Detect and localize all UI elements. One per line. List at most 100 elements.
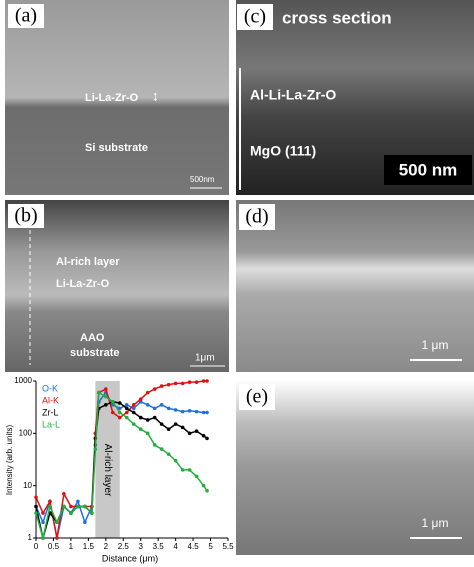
scale-label: 1 μm — [422, 516, 449, 530]
point — [159, 422, 164, 426]
y-tick-label: 1 — [28, 533, 33, 542]
point — [48, 499, 52, 504]
x-tick-label: 3 — [139, 542, 144, 551]
point — [48, 504, 52, 509]
point — [205, 488, 209, 493]
label-box — [239, 204, 275, 230]
annotation: Si substrate — [85, 142, 148, 154]
arrow: ↕ — [152, 88, 159, 104]
scale-label: 500 nm — [399, 160, 458, 179]
annotation: Al-rich layer — [56, 256, 120, 268]
point — [131, 410, 136, 415]
scale-label: 1 μm — [422, 338, 449, 352]
point — [152, 406, 157, 411]
label-box — [8, 4, 44, 28]
x-tick-label: 5 — [208, 542, 213, 551]
point — [62, 504, 66, 509]
scale-label: 1μm — [195, 353, 215, 364]
point — [187, 408, 192, 413]
panel-label: (b) — [14, 205, 37, 227]
point — [159, 447, 164, 451]
point — [138, 415, 143, 420]
point — [111, 410, 115, 415]
point — [145, 431, 150, 436]
point — [145, 403, 150, 407]
point — [166, 452, 171, 456]
point — [117, 401, 122, 405]
point — [166, 406, 171, 411]
point — [124, 406, 129, 411]
point — [117, 415, 122, 420]
point — [124, 410, 129, 415]
point — [194, 474, 199, 479]
y-tick-label: 1000 — [14, 376, 32, 385]
point — [93, 447, 98, 451]
point — [173, 381, 178, 386]
point — [55, 536, 59, 540]
point — [194, 380, 199, 384]
point — [131, 406, 136, 411]
legend-label: Zr-L — [42, 407, 59, 417]
point — [69, 504, 73, 509]
x-axis-title: Distance (μm) — [102, 553, 158, 563]
x-tick-label: 2.5 — [118, 542, 130, 551]
point — [117, 406, 122, 411]
point — [166, 382, 171, 387]
point — [124, 415, 129, 420]
point — [152, 443, 157, 447]
x-tick-label: 1 — [69, 542, 74, 551]
point — [205, 436, 209, 441]
point — [173, 422, 178, 426]
sem-image — [236, 200, 474, 372]
point — [62, 491, 66, 496]
scale-label: 500nm — [190, 175, 215, 184]
panel-label: (e) — [246, 386, 268, 408]
point — [138, 397, 143, 401]
point — [180, 425, 185, 430]
panel-label: (d) — [245, 206, 268, 228]
legend-label: O-K — [42, 383, 58, 393]
point — [145, 390, 150, 395]
x-tick-label: 3.5 — [153, 542, 165, 551]
annotation: Al-Li-La-Zr-O — [250, 87, 336, 103]
point — [201, 483, 206, 488]
point — [152, 415, 157, 420]
point — [41, 511, 45, 515]
point — [187, 380, 192, 384]
point — [104, 394, 108, 399]
point — [205, 410, 209, 415]
annotation: MgO (111) — [250, 143, 316, 159]
point — [111, 400, 115, 404]
panel-label: (a) — [15, 5, 37, 27]
point — [104, 403, 108, 407]
label-box — [8, 204, 44, 228]
point — [90, 511, 94, 515]
y-tick-label: 100 — [19, 428, 33, 437]
x-tick-label: 0 — [34, 542, 39, 551]
point — [173, 408, 178, 412]
panel-label: (c) — [244, 6, 266, 28]
point — [55, 520, 59, 525]
point — [201, 410, 206, 415]
point — [159, 403, 164, 407]
point — [34, 504, 38, 509]
point — [180, 381, 185, 386]
y-tick-label: 10 — [23, 481, 32, 490]
x-tick-label: 4.5 — [188, 542, 200, 551]
point — [83, 504, 87, 509]
legend-label: Al-K — [42, 395, 59, 405]
point — [76, 504, 80, 509]
point — [194, 429, 199, 433]
sem-image — [236, 380, 474, 555]
annotation: AAO — [80, 332, 105, 344]
annotation: substrate — [70, 347, 120, 359]
point — [34, 511, 38, 515]
point — [205, 379, 209, 383]
x-tick-label: 2 — [104, 542, 109, 551]
shade-label: Al-rich layer — [102, 444, 113, 497]
point — [34, 495, 38, 500]
label-box — [239, 384, 275, 410]
point — [41, 520, 45, 525]
point — [131, 422, 136, 426]
